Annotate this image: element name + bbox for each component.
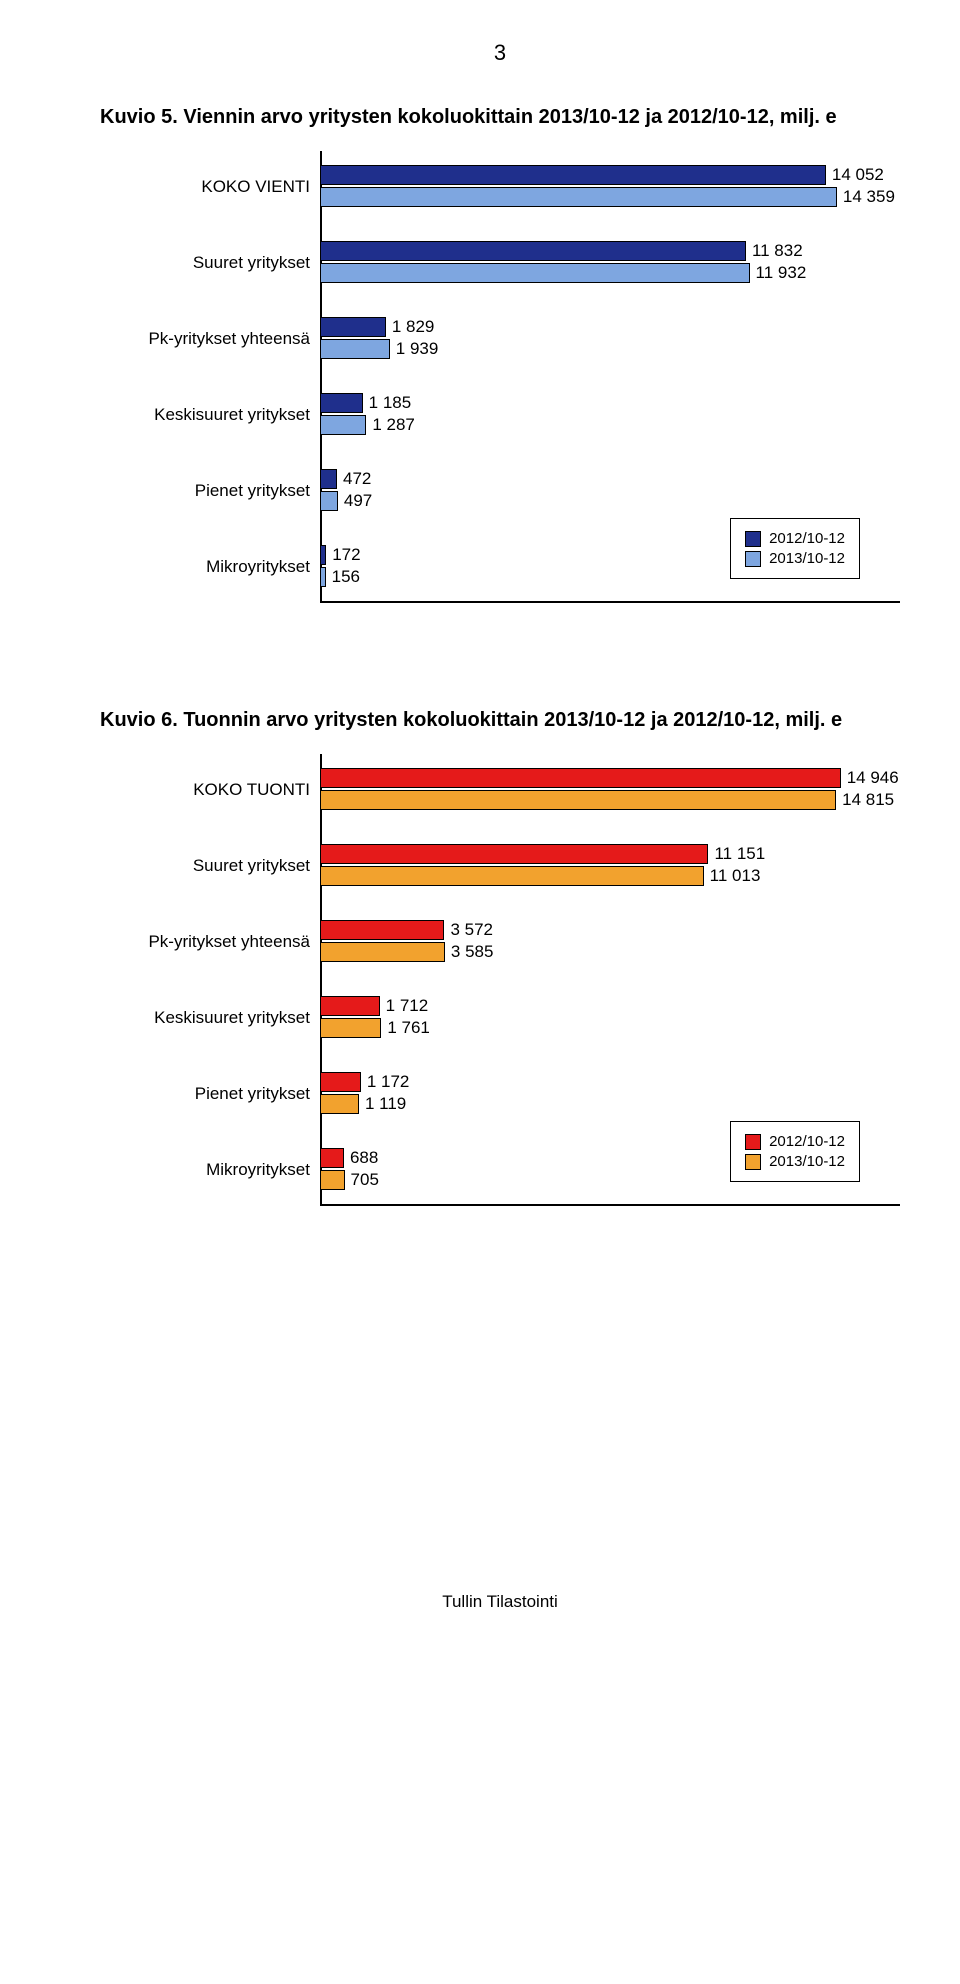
chart2-bar-value: 705 xyxy=(351,1170,379,1190)
chart1-bar xyxy=(320,317,386,337)
chart1-bar xyxy=(320,241,746,261)
chart1-category-label: Mikroyritykset xyxy=(120,556,320,578)
chart1-tick-top xyxy=(320,151,322,161)
chart1-bar-value: 497 xyxy=(344,491,372,511)
chart2-group: KOKO TUONTI 14 94614 815 xyxy=(120,768,900,812)
chart1-category-label: KOKO VIENTI xyxy=(120,176,320,198)
chart2-category-label: Keskisuuret yritykset xyxy=(120,1007,320,1029)
chart1-legend-item: 2013/10-12 xyxy=(745,550,845,567)
page: 3 Kuvio 5. Viennin arvo yritysten kokolu… xyxy=(0,0,960,1692)
chart2-group: Pk-yritykset yhteensä 3 5723 585 xyxy=(120,920,900,964)
chart2-group: Suuret yritykset 11 15111 013 xyxy=(120,844,900,888)
chart1-x-axis xyxy=(320,601,900,603)
chart2-bar xyxy=(320,996,380,1016)
chart1-bar-value: 1 287 xyxy=(372,415,415,435)
chart2-bar xyxy=(320,920,444,940)
legend-label: 2013/10-12 xyxy=(769,550,845,567)
chart2-category-label: Mikroyritykset xyxy=(120,1159,320,1181)
chart1-bar-value: 1 829 xyxy=(392,317,435,337)
chart2-legend-item: 2012/10-12 xyxy=(745,1133,845,1150)
chart1-bar xyxy=(320,187,837,207)
chart2-bar-value: 14 815 xyxy=(842,790,894,810)
chart2-category-label: KOKO TUONTI xyxy=(120,779,320,801)
chart2-bar-value: 1 761 xyxy=(387,1018,430,1038)
chart1-category-label: Pk-yritykset yhteensä xyxy=(120,328,320,350)
chart2-bar-value: 3 585 xyxy=(451,942,494,962)
chart1-y-axis xyxy=(320,151,322,603)
legend-swatch xyxy=(745,551,761,567)
chart2-bar xyxy=(320,1148,344,1168)
chart2-tick-top xyxy=(320,754,322,764)
chart2-category-label: Suuret yritykset xyxy=(120,855,320,877)
legend-swatch xyxy=(745,1134,761,1150)
chart1-legend-item: 2012/10-12 xyxy=(745,530,845,547)
chart2-legend-item: 2013/10-12 xyxy=(745,1153,845,1170)
chart1-group: Pienet yritykset 472497 xyxy=(120,469,900,513)
legend-swatch xyxy=(745,531,761,547)
chart2-bar-value: 1 172 xyxy=(367,1072,410,1092)
chart1-bar-value: 172 xyxy=(332,545,360,565)
chart2-bar xyxy=(320,942,445,962)
chart2-bar xyxy=(320,1094,359,1114)
legend-label: 2013/10-12 xyxy=(769,1153,845,1170)
chart1-group: Keskisuuret yritykset 1 1851 287 xyxy=(120,393,900,437)
chart1-bar-value: 156 xyxy=(332,567,360,587)
chart2-bar-value: 14 946 xyxy=(847,768,899,788)
chart1-category-label: Suuret yritykset xyxy=(120,252,320,274)
chart1-bar xyxy=(320,263,750,283)
chart2-bar xyxy=(320,866,704,886)
legend-label: 2012/10-12 xyxy=(769,1133,845,1150)
chart1-bar-value: 11 832 xyxy=(752,241,803,261)
chart2: KOKO TUONTI 14 94614 815 Suuret yritykset 1… xyxy=(120,768,900,1192)
chart1-category-label: Keskisuuret yritykset xyxy=(120,404,320,426)
chart2-bar-value: 688 xyxy=(350,1148,378,1168)
chart1-bar xyxy=(320,393,363,413)
chart2-bar-value: 1 119 xyxy=(365,1094,406,1114)
chart1-bar-value: 1 185 xyxy=(369,393,412,413)
chart2-title: Kuvio 6. Tuonnin arvo yritysten kokoluok… xyxy=(100,709,900,732)
chart1-legend: 2012/10-12 2013/10-12 xyxy=(730,518,860,579)
chart1-bar-value: 14 359 xyxy=(843,187,895,207)
chart1-bar-value: 14 052 xyxy=(832,165,884,185)
legend-label: 2012/10-12 xyxy=(769,530,845,547)
chart2-group: Keskisuuret yritykset 1 7121 761 xyxy=(120,996,900,1040)
chart2-bar-value: 11 151 xyxy=(714,844,765,864)
chart2-category-label: Pienet yritykset xyxy=(120,1083,320,1105)
chart1: KOKO VIENTI 14 05214 359 Suuret yritykset 1… xyxy=(120,165,900,589)
chart2-bar xyxy=(320,1072,361,1092)
chart2-bar xyxy=(320,768,841,788)
chart2-bar xyxy=(320,1018,381,1038)
chart1-bar xyxy=(320,339,390,359)
chart2-bar-value: 1 712 xyxy=(386,996,429,1016)
chart1-bar xyxy=(320,545,326,565)
footer-text: Tullin Tilastointi xyxy=(100,1592,900,1612)
chart2-category-label: Pk-yritykset yhteensä xyxy=(120,931,320,953)
chart2-y-axis xyxy=(320,754,322,1206)
chart2-bar xyxy=(320,790,836,810)
chart2-bar-value: 11 013 xyxy=(710,866,761,886)
chart2-legend: 2012/10-12 2013/10-12 xyxy=(730,1121,860,1182)
chart1-title: Kuvio 5. Viennin arvo yritysten kokoluok… xyxy=(100,106,900,129)
chart2-group: Pienet yritykset 1 1721 119 xyxy=(120,1072,900,1116)
chart1-bar-value: 1 939 xyxy=(396,339,439,359)
chart1-bar xyxy=(320,491,338,511)
chart1-bar-value: 11 932 xyxy=(756,263,807,283)
legend-swatch xyxy=(745,1154,761,1170)
chart1-category-label: Pienet yritykset xyxy=(120,480,320,502)
chart1-bar xyxy=(320,469,337,489)
chart2-bar xyxy=(320,844,708,864)
page-number: 3 xyxy=(100,40,900,66)
chart1-bar-value: 472 xyxy=(343,469,371,489)
chart1-bar xyxy=(320,415,366,435)
chart1-group: KOKO VIENTI 14 05214 359 xyxy=(120,165,900,209)
chart1-bar xyxy=(320,567,326,587)
chart1-group: Suuret yritykset 11 83211 932 xyxy=(120,241,900,285)
chart1-bar xyxy=(320,165,826,185)
chart2-bar-value: 3 572 xyxy=(450,920,493,940)
chart1-group: Pk-yritykset yhteensä 1 8291 939 xyxy=(120,317,900,361)
chart2-bar xyxy=(320,1170,345,1190)
chart2-x-axis xyxy=(320,1204,900,1206)
